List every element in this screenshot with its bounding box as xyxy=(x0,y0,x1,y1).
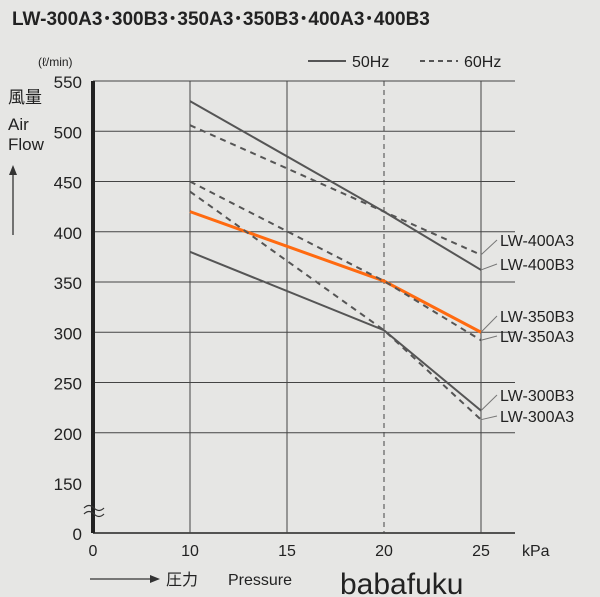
y-unit: (ℓ/min) xyxy=(38,55,73,69)
series-line xyxy=(189,190,482,421)
series-label: LW-350A3 xyxy=(500,329,574,346)
x-unit: kPa xyxy=(522,543,550,560)
x-tick-label: 20 xyxy=(375,543,393,560)
x-tick-label: 0 xyxy=(89,543,98,560)
y-label-jp: 風量 xyxy=(8,88,42,107)
series-line xyxy=(189,100,482,271)
series-line xyxy=(189,180,482,342)
y-tick-label: 400 xyxy=(54,224,82,243)
series-label: LW-300B3 xyxy=(500,388,574,405)
series-line xyxy=(189,124,482,256)
series-label-leader xyxy=(480,394,498,411)
y-tick-label: 550 xyxy=(54,73,82,92)
watermark: babafuku xyxy=(340,568,463,597)
x-label: Pressure xyxy=(228,572,292,589)
y-tick-label: 450 xyxy=(54,174,82,193)
series-label-leader xyxy=(480,263,498,271)
x-tick-label: 10 xyxy=(181,543,199,560)
x-arrow-head-icon xyxy=(150,575,160,583)
y-tick-label: 300 xyxy=(54,324,82,343)
y-tick-label: 150 xyxy=(54,475,82,494)
legend-label: 50Hz xyxy=(352,54,389,71)
y-tick-label: 350 xyxy=(54,274,82,293)
y-label: Flow xyxy=(8,135,45,154)
series-label: LW-400B3 xyxy=(500,257,574,274)
series-label-leader xyxy=(480,239,498,256)
series-label: LW-400A3 xyxy=(500,233,574,250)
x-label-jp: 圧力 xyxy=(166,571,198,589)
series-label: LW-300A3 xyxy=(500,409,574,426)
y-tick-label: 500 xyxy=(54,123,82,142)
y-tick-label: 250 xyxy=(54,375,82,394)
series-label-leader xyxy=(480,335,498,341)
legend-label: 60Hz xyxy=(464,54,501,71)
series-label-leader xyxy=(480,415,498,421)
chart-title: LW-300A3･300B3･350A3･350B3･400A3･400B3 xyxy=(12,9,430,30)
y-tick-label: 0 xyxy=(73,525,82,544)
axis-break-icon xyxy=(83,504,105,518)
y-arrow-head-icon xyxy=(9,165,17,175)
y-tick-label: 200 xyxy=(54,425,82,444)
x-tick-label: 15 xyxy=(278,543,296,560)
series-label-leader xyxy=(480,315,498,333)
x-tick-label: 25 xyxy=(472,543,490,560)
y-label: Air xyxy=(8,115,29,134)
series-label: LW-350B3 xyxy=(500,309,574,326)
series-line xyxy=(189,250,482,412)
